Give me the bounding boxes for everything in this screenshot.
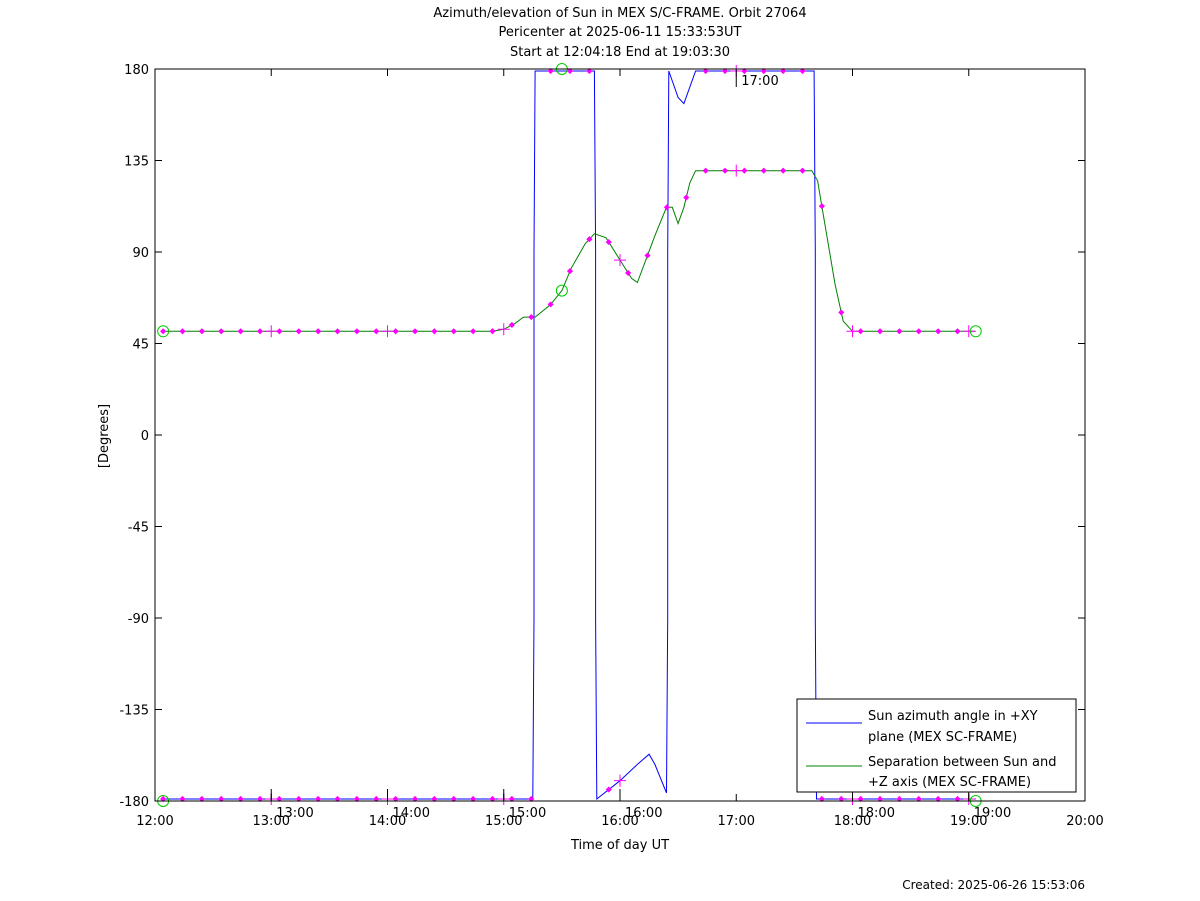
- y-tick-label: -135: [119, 704, 149, 719]
- sample-marker: [876, 328, 884, 335]
- x-tick-label: 20:00: [1066, 814, 1103, 829]
- y-tick-label: 90: [132, 246, 149, 261]
- y-tick-label: -180: [119, 795, 149, 810]
- x-axis: 12:00 13:00 14:00 15:00 16:00 17:00 18:00 19:00…: [136, 69, 1104, 829]
- hour-marker: [381, 325, 394, 338]
- hour-annotation-label: 13:00: [276, 806, 313, 821]
- sample-marker: [644, 252, 651, 259]
- y-tick-label: 45: [132, 338, 149, 353]
- pericenter-circle-marker: [555, 284, 568, 297]
- sample-marker: [256, 328, 264, 335]
- sample-marker: [799, 167, 806, 174]
- hour-annotation-label: 15:00: [509, 806, 546, 821]
- sample-marker: [489, 328, 496, 335]
- hour-annotation-label: 18:00: [858, 806, 895, 821]
- legend-box: [796, 698, 1077, 793]
- pericenter-circle-marker: [157, 325, 170, 338]
- sample-marker: [702, 167, 709, 174]
- sample-marker: [198, 328, 205, 335]
- sample-marker: [954, 328, 961, 335]
- legend-label-separation-line-1: Separation between Sun and: [868, 755, 1056, 770]
- sample-marker: [915, 328, 922, 335]
- hour-marker: [962, 325, 975, 338]
- y-tick-label: 135: [124, 155, 149, 170]
- sample-marker: [935, 328, 942, 335]
- x-tick-label: 13:00: [253, 814, 290, 829]
- x-tick-label: 14:00: [369, 814, 406, 829]
- pericenter-circle-marker: [969, 325, 982, 338]
- hour-annotation-label: 16:00: [625, 806, 662, 821]
- x-axis-label: Time of day UT: [570, 838, 669, 853]
- sample-marker: [547, 301, 554, 308]
- created-timestamp: Created: 2025-06-26 15:53:06: [902, 878, 1085, 892]
- y-tick-label: 0: [141, 429, 149, 444]
- sample-marker: [586, 236, 593, 243]
- sample-marker: [431, 328, 438, 335]
- legend-label-azimuth-line-1: Sun azimuth angle in +XY: [868, 709, 1038, 724]
- x-tick-label: 16:00: [601, 814, 638, 829]
- sample-marker: [334, 328, 341, 335]
- y-tick-label: 180: [124, 63, 149, 78]
- sample-marker: [179, 328, 186, 335]
- sample-marker: [780, 167, 787, 174]
- sample-marker: [295, 328, 302, 335]
- sample-marker: [566, 267, 574, 275]
- plot-area: 13:00 14:00 15:00 16:00 17:00 18:00 19:00: [157, 63, 1011, 821]
- sample-marker: [315, 328, 322, 335]
- sample-marker: [373, 328, 380, 335]
- sample-marker: [663, 204, 670, 211]
- sample-marker: [741, 167, 748, 174]
- sample-marker: [218, 328, 225, 335]
- sample-marker: [508, 321, 515, 329]
- hour-marker: [497, 323, 510, 336]
- sample-marker: [896, 328, 903, 335]
- sample-marker: [528, 314, 535, 321]
- hour-marker: [846, 325, 859, 338]
- y-tick-label: -90: [128, 612, 149, 627]
- sample-marker: [605, 239, 612, 246]
- sample-marker: [721, 167, 729, 174]
- hour-marker: [265, 325, 278, 338]
- sample-marker: [605, 786, 612, 793]
- hour-marker: [614, 774, 626, 787]
- x-tick-label: 15:00: [485, 814, 522, 829]
- x-tick-label: 19:00: [950, 814, 987, 829]
- sample-marker: [683, 194, 690, 201]
- sample-marker: [276, 328, 283, 335]
- sample-marker: [237, 328, 244, 335]
- sample-marker: [760, 167, 767, 174]
- sample-marker: [353, 328, 360, 335]
- legend-label-azimuth-line-2: plane (MEX SC-FRAME): [868, 730, 1017, 745]
- sample-marker: [857, 328, 864, 335]
- sample-marker: [470, 328, 477, 335]
- sample-marker: [838, 309, 845, 316]
- x-tick-label: 18:00: [834, 814, 871, 829]
- y-axis-label: [Degrees]: [97, 404, 112, 468]
- series-line-azimuth: [163, 70, 976, 801]
- legend-label-separation-line-2: +Z axis (MEX SC-FRAME): [868, 775, 1031, 790]
- legend: Sun azimuth angle in +XY plane (MEX SC-F…: [796, 698, 1077, 793]
- sample-marker: [818, 203, 825, 210]
- sample-marker: [160, 328, 167, 335]
- sample-marker: [450, 328, 457, 335]
- chart-title-line-3: Start at 12:04:18 End at 19:03:30: [510, 45, 730, 60]
- plot-frame: [154, 68, 1086, 802]
- sample-marker: [625, 269, 632, 277]
- hour-annotation-label: 17:00: [741, 74, 778, 89]
- x-tick-label: 17:00: [718, 814, 755, 829]
- hour-marker: [730, 164, 743, 177]
- sample-marker: [411, 328, 419, 335]
- chart-title-line-1: Azimuth/elevation of Sun in MEX S/C-FRAM…: [433, 6, 806, 21]
- sample-marker: [392, 328, 399, 335]
- x-tick-label: 12:00: [136, 814, 173, 829]
- hour-annotation-label: 14:00: [393, 806, 430, 821]
- hour-annotation-label: 19:00: [974, 806, 1011, 821]
- hour-marker: [614, 254, 626, 267]
- series-line-separation: [163, 170, 976, 332]
- chart-title-line-2: Pericenter at 2025-06-11 15:33:53UT: [498, 25, 741, 40]
- y-axis: 180 135 90 45 0 -45 -90 -135 -180: [119, 63, 1085, 810]
- y-tick-label: -45: [128, 521, 149, 536]
